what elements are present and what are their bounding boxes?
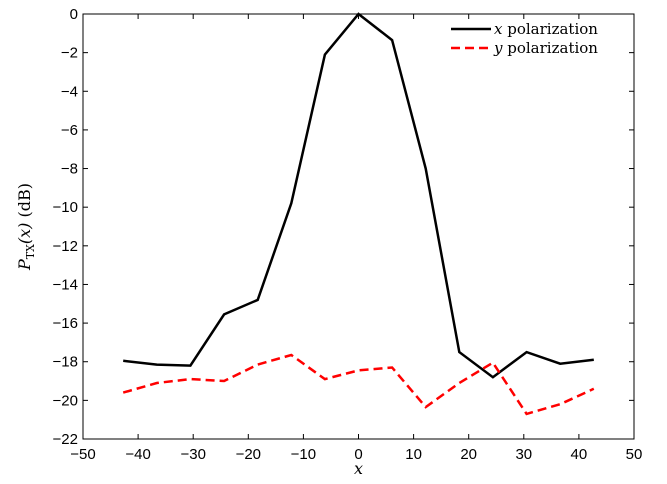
y-axis-title-unit: (dB) (15, 183, 34, 223)
x-tick-label: 40 (571, 446, 588, 463)
y-tick-label: −6 (61, 122, 78, 139)
legend-label-variable: x (494, 20, 503, 38)
x-tick-label: −50 (70, 446, 95, 463)
y-tick-label: −18 (53, 354, 78, 371)
legend-label-rest: polarization (502, 20, 598, 38)
y-tick-label: −20 (53, 392, 78, 409)
x-tick-label: 50 (626, 446, 643, 463)
x-axis-title: x (354, 459, 363, 478)
x-tick-label: 10 (405, 446, 422, 463)
plot-frame (82, 13, 635, 440)
x-tick-label: 20 (460, 446, 477, 463)
x-tick-label: −30 (180, 446, 205, 463)
series-line-y-polarization (122, 353, 595, 416)
y-tick-label: −4 (61, 83, 78, 100)
x-tick-label: −40 (125, 446, 150, 463)
x-tick-label: −10 (291, 446, 316, 463)
y-axis-title-main: P (15, 259, 34, 271)
y-tick-label: −10 (53, 199, 78, 216)
y-tick-label: −14 (53, 276, 78, 293)
series-line-x-polarization (123, 12, 594, 379)
x-tick-label: −20 (236, 446, 261, 463)
y-tick-label: −16 (53, 315, 78, 332)
y-tick-label: −12 (53, 238, 78, 255)
x-axis-ticks: −50 −40 −30 −20 −10 0 10 20 30 40 50 (70, 14, 642, 463)
x-tick-label: 30 (515, 446, 532, 463)
y-axis-ticks: 0 −2 −4 −6 −8 −10 −12 −14 −16 −18 −20 −22 (53, 6, 634, 448)
y-axis-title-subscript: TX (24, 244, 37, 259)
x-axis-title-text: x (354, 459, 363, 478)
y-axis-title-argument: (x) (15, 223, 34, 245)
y-tick-label: −2 (61, 45, 78, 62)
legend-label-variable: y (493, 39, 503, 57)
y-axis-title-text: PTX(x) (dB) (15, 183, 37, 271)
legend-label-rest: polarization (502, 39, 598, 57)
legend-label: x polarization (494, 20, 598, 38)
y-tick-label: −8 (61, 161, 78, 178)
plot-series (122, 12, 595, 416)
y-axis-title: PTX(x) (dB) (15, 183, 37, 271)
legend-label: y polarization (493, 39, 598, 57)
x-tick-label: 0 (354, 446, 362, 463)
y-tick-label: −22 (53, 431, 78, 448)
y-tick-label: 0 (70, 6, 78, 23)
